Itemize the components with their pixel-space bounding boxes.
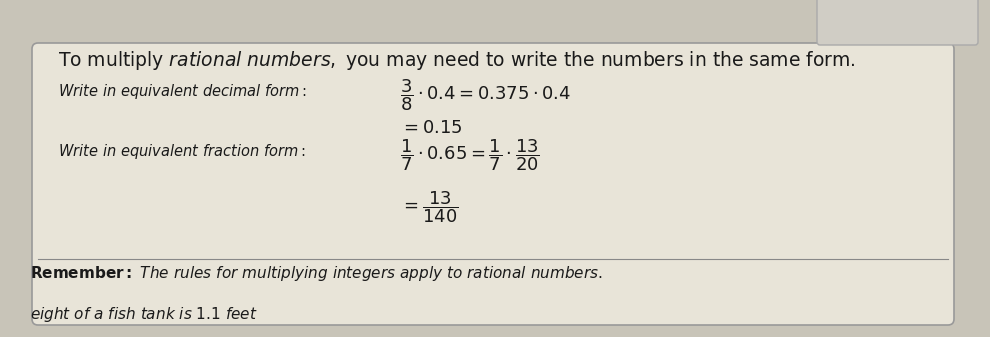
Text: $\mathbf{Remember:}$ $\it{The\ rules\ for\ multiplying\ integers\ apply\ to\ rat: $\mathbf{Remember:}$ $\it{The\ rules\ fo… <box>30 264 603 283</box>
Text: $\it{Write\ in\ equivalent\ fraction\ form:}$: $\it{Write\ in\ equivalent\ fraction\ fo… <box>58 142 306 161</box>
Text: $\it{Write\ in\ equivalent\ decimal\ form:}$: $\it{Write\ in\ equivalent\ decimal\ for… <box>58 82 307 101</box>
FancyBboxPatch shape <box>817 0 978 45</box>
Text: $= \dfrac{13}{140}$: $= \dfrac{13}{140}$ <box>400 189 458 225</box>
Text: $\it{eight\ of\ a\ fish\ tank\ is\ 1.1\ feet}$: $\it{eight\ of\ a\ fish\ tank\ is\ 1.1\ … <box>30 305 257 324</box>
FancyBboxPatch shape <box>32 43 954 325</box>
Text: To multiply $\it{rational\ numbers,}$ you may need to write the numbers in the s: To multiply $\it{rational\ numbers,}$ yo… <box>58 49 855 72</box>
Text: $\dfrac{3}{8} \cdot 0.4 = 0.375 \cdot 0.4$: $\dfrac{3}{8} \cdot 0.4 = 0.375 \cdot 0.… <box>400 77 571 113</box>
Text: $= 0.15$: $= 0.15$ <box>400 119 462 137</box>
Text: $\dfrac{1}{7} \cdot 0.65 = \dfrac{1}{7} \cdot \dfrac{13}{20}$: $\dfrac{1}{7} \cdot 0.65 = \dfrac{1}{7} … <box>400 137 540 173</box>
